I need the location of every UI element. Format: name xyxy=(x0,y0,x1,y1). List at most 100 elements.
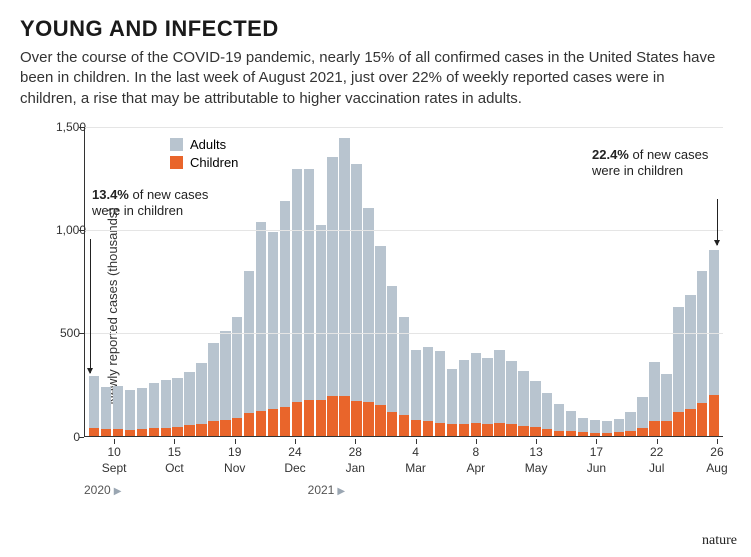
y-tick-label: 1,000 xyxy=(56,223,80,237)
bar-segment-adults xyxy=(268,232,278,409)
x-tick-month: Jan xyxy=(346,461,365,475)
bar-segment-adults xyxy=(387,286,397,412)
bar-segment-adults xyxy=(637,397,647,428)
legend-item-adults: Adults xyxy=(170,137,238,152)
bar-segment-adults xyxy=(101,387,111,428)
bar-segment-adults xyxy=(625,412,635,431)
bar-segment-children xyxy=(327,396,337,436)
bar-segment-children xyxy=(172,427,182,436)
annot-left-arrow xyxy=(90,239,91,373)
bar-segment-adults xyxy=(351,164,361,401)
gridline xyxy=(85,333,723,334)
annot-right-arrow xyxy=(717,199,718,245)
bar-segment-adults xyxy=(709,250,719,394)
bar-segment-children xyxy=(578,432,588,436)
bar-segment-children xyxy=(399,415,409,436)
bar-column xyxy=(172,127,182,436)
bar-segment-children xyxy=(304,400,314,436)
x-tick-month: Apr xyxy=(466,461,485,475)
bar-column xyxy=(125,127,135,436)
bar-segment-adults xyxy=(375,246,385,405)
bar-column xyxy=(375,127,385,436)
bar-column xyxy=(351,127,361,436)
bar-column xyxy=(220,127,230,436)
x-axis: 10Sept15Oct19Nov24Dec28Jan4Mar8Apr13May1… xyxy=(84,439,723,499)
bar-segment-children xyxy=(542,429,552,436)
bar-segment-adults xyxy=(363,208,373,402)
bar-segment-children xyxy=(387,412,397,436)
bar-segment-children xyxy=(661,421,671,435)
year-marker: 2020▶ xyxy=(84,483,121,497)
bar-segment-adults xyxy=(614,419,624,432)
bar-segment-children xyxy=(113,429,123,436)
bar-segment-adults xyxy=(518,371,528,426)
bar-segment-adults xyxy=(649,362,659,421)
bar-segment-children xyxy=(423,421,433,435)
bar-segment-children xyxy=(530,427,540,436)
bar-segment-adults xyxy=(423,347,433,421)
bar-segment-children xyxy=(137,429,147,436)
x-tick-month: May xyxy=(525,461,548,475)
x-tick-mark xyxy=(114,439,115,444)
bar-segment-children xyxy=(554,431,564,436)
bar-segment-adults xyxy=(506,361,516,425)
bar-column xyxy=(327,127,337,436)
bar-segment-children xyxy=(697,403,707,436)
bar-segment-children xyxy=(280,407,290,436)
bar-column xyxy=(411,127,421,436)
x-tick-day: 26 xyxy=(710,445,723,459)
x-tick-day: 19 xyxy=(228,445,241,459)
bar-segment-children xyxy=(506,424,516,435)
year-marker: 2021▶ xyxy=(308,483,345,497)
bar-column xyxy=(494,127,504,436)
bar-segment-adults xyxy=(482,358,492,424)
legend-label-adults: Adults xyxy=(190,137,226,152)
bar-segment-adults xyxy=(172,378,182,427)
x-tick-mark xyxy=(416,439,417,444)
bar-segment-adults xyxy=(530,381,540,427)
bar-segment-children xyxy=(435,423,445,435)
bar-segment-children xyxy=(625,431,635,436)
bar-column xyxy=(280,127,290,436)
bar-segment-adults xyxy=(578,418,588,432)
bar-column xyxy=(101,127,111,436)
bar-column xyxy=(339,127,349,436)
bar-column xyxy=(244,127,254,436)
bar-segment-children xyxy=(709,395,719,436)
bar-segment-adults xyxy=(661,374,671,421)
bar-segment-adults xyxy=(137,388,147,429)
y-tick-mark xyxy=(79,437,84,438)
bar-column xyxy=(161,127,171,436)
bar-column xyxy=(482,127,492,436)
bar-segment-adults xyxy=(411,350,421,420)
bar-segment-children xyxy=(184,425,194,435)
bar-column xyxy=(268,127,278,436)
x-tick-day: 22 xyxy=(650,445,663,459)
bar-segment-adults xyxy=(697,271,707,403)
bar-segment-children xyxy=(256,411,266,436)
bar-column xyxy=(459,127,469,436)
bar-segment-children xyxy=(351,401,361,436)
bar-column xyxy=(387,127,397,436)
bar-segment-children xyxy=(494,423,504,436)
gridline xyxy=(85,230,723,231)
x-tick-mark xyxy=(657,439,658,444)
bar-column xyxy=(292,127,302,436)
annot-left: 13.4% of new cases were in children xyxy=(92,187,232,220)
bar-segment-children xyxy=(363,402,373,436)
bar-column xyxy=(435,127,445,436)
bar-segment-adults xyxy=(244,271,254,413)
bar-segment-adults xyxy=(304,169,314,400)
chart-area: Newly reported cases (thousands) 05001,0… xyxy=(20,127,731,517)
x-tick-day: 15 xyxy=(168,445,181,459)
bar-segment-adults xyxy=(673,307,683,412)
bar-column xyxy=(566,127,576,436)
bar-column xyxy=(149,127,159,436)
bar-segment-adults xyxy=(327,157,337,396)
y-tick-label: 1,500 xyxy=(56,120,80,134)
bar-segment-adults xyxy=(280,201,290,407)
bar-segment-children xyxy=(244,413,254,436)
bar-segment-adults xyxy=(459,360,469,424)
bar-segment-adults xyxy=(292,169,302,402)
bar-column xyxy=(113,127,123,436)
